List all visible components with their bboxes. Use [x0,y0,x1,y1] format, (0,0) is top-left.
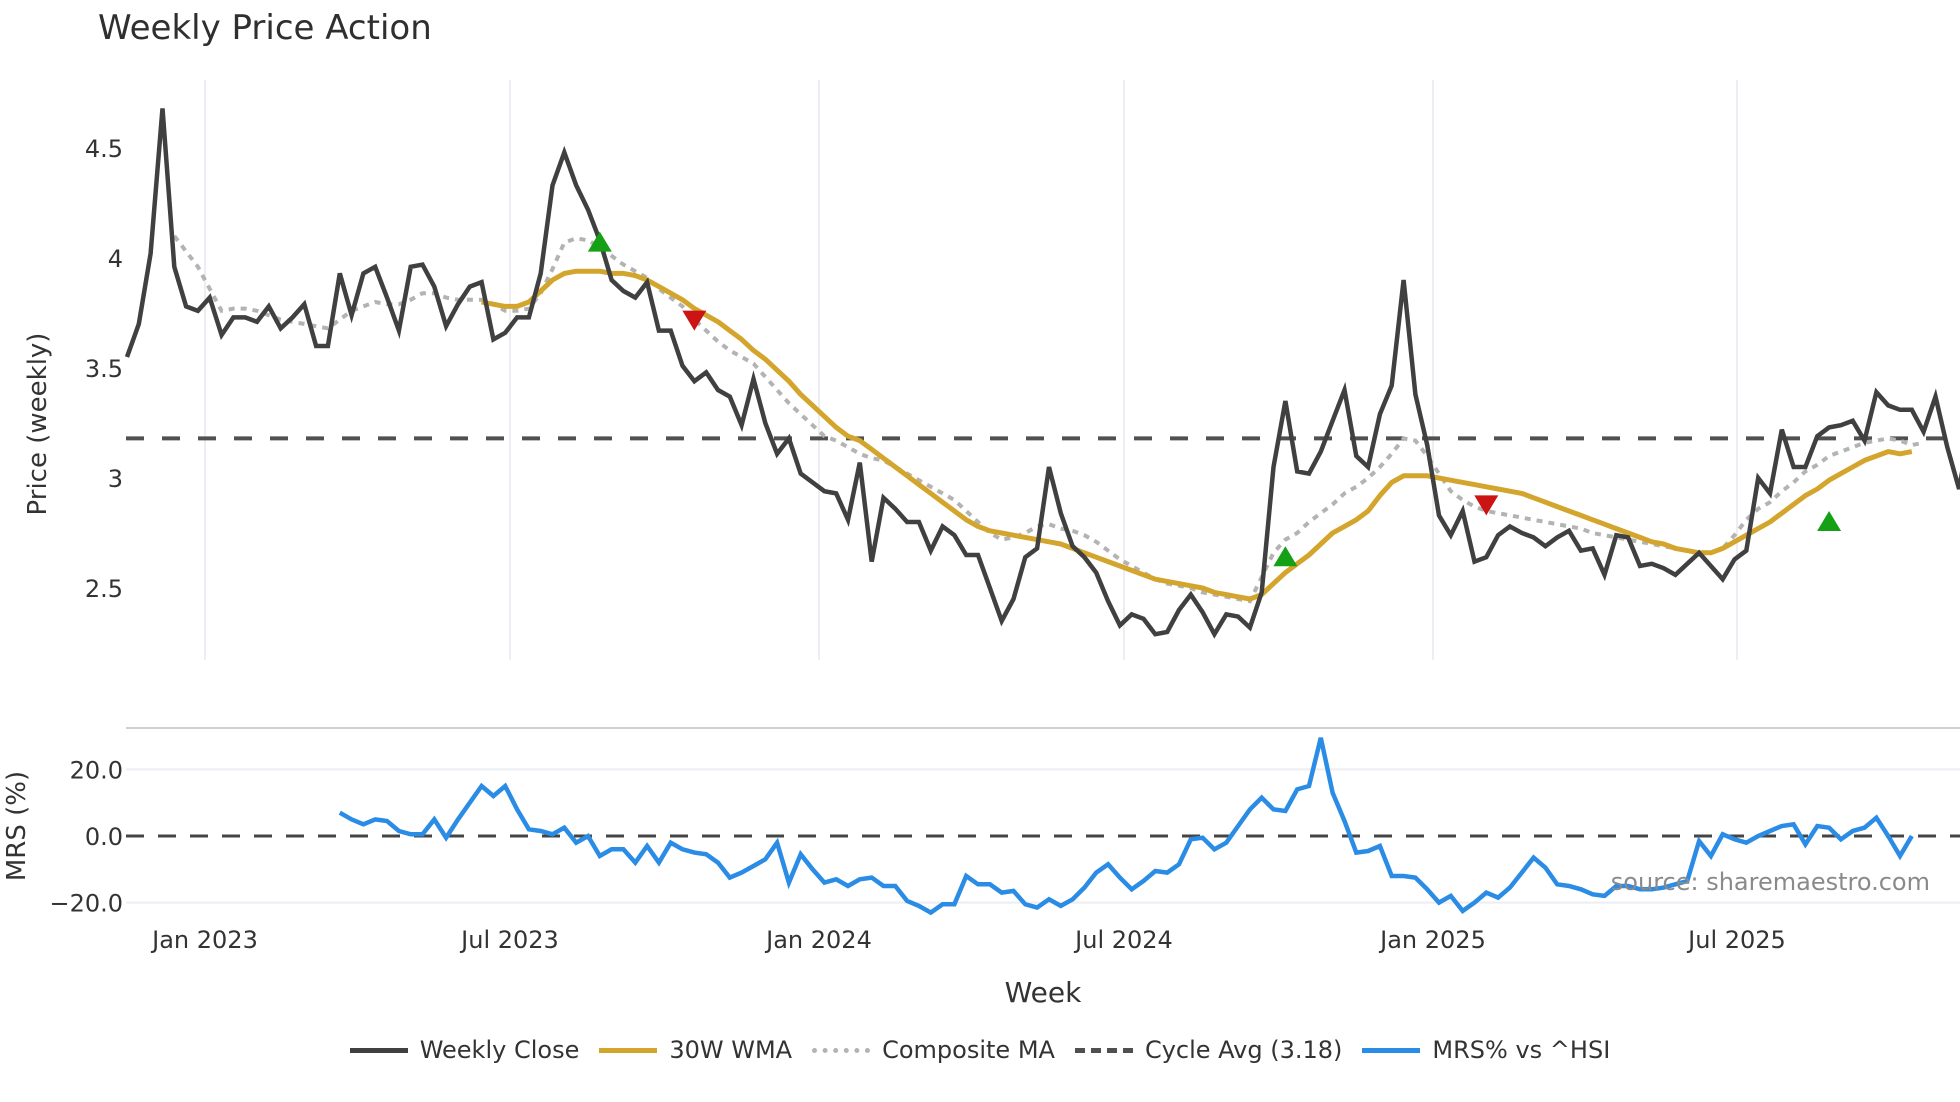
price-tick-label: 3.5 [85,355,123,383]
legend-label: MRS% vs ^HSI [1432,1036,1611,1064]
mrs-tick-label: 20.0 [70,756,123,784]
price-y-axis-label: Price (weekly) [23,333,53,516]
x-tick-label: Jan 2023 [150,926,258,954]
legend-item-composite-ma[interactable]: Composite MA [812,1036,1055,1064]
legend-item-wma[interactable]: 30W WMA [599,1036,792,1064]
mrs-tick-label: −20.0 [49,890,123,918]
price-tick-label: 4 [108,245,123,273]
wma-line [481,268,1913,602]
legend-item-mrs[interactable]: MRS% vs ^HSI [1362,1036,1610,1064]
legend-label: Composite MA [882,1036,1055,1064]
x-tick-label: Jan 2024 [764,926,872,954]
legend-item-weekly-close[interactable]: Weekly Close [349,1036,580,1064]
signal-markers [587,231,1842,567]
legend-label: Cycle Avg (3.18) [1144,1036,1343,1064]
legend-swatch-cycle-avg [1074,1047,1133,1053]
mrs-y-axis: −20.0 0.0 20.0 [49,756,123,917]
price-tick-label: 4.5 [85,135,123,163]
chart-title: Weekly Price Action [98,8,432,48]
price-tick-label: 3 [108,465,123,493]
x-tick-label: Jul 2024 [1073,926,1173,954]
price-y-axis: 2.5 3 3.5 4 4.5 [85,135,123,603]
mrs-series [126,737,1960,916]
buy-signal-triangle-up-icon [1817,511,1842,531]
legend-label: 30W WMA [669,1036,793,1064]
mrs-line [338,737,1914,916]
sell-signal-triangle-down-icon [1474,495,1499,516]
legend-swatch-wma [599,1047,658,1053]
x-axis-label: Week [1005,976,1082,1009]
buy-signal-triangle-up-icon [587,231,612,252]
mrs-y-axis-label: MRS (%) [2,771,32,881]
price-gridlines [204,80,1738,660]
mrs-tick-label: 0.0 [85,823,123,851]
legend-swatch-weekly-close [349,1047,408,1053]
buy-signal-triangle-up-icon [1273,546,1298,567]
x-axis: Jan 2023 Jul 2023 Jan 2024 Jul 2024 Jan 2025… [150,926,1786,954]
price-series [124,108,1960,639]
x-tick-label: Jan 2025 [1378,926,1486,954]
x-tick-label: Jul 2023 [459,926,559,954]
price-tick-label: 2.5 [85,575,123,603]
sell-signal-triangle-down-icon [682,310,707,331]
legend: Weekly Close 30W WMA Composite MA Cycle … [0,1036,1960,1064]
weekly-close-line [124,108,1960,639]
source-attribution: source: sharemaestro.com [1611,868,1930,896]
composite-ma-line [172,234,1924,604]
legend-swatch-composite-ma [812,1047,871,1053]
legend-item-cycle-avg[interactable]: Cycle Avg (3.18) [1074,1036,1343,1064]
x-tick-label: Jul 2025 [1686,926,1786,954]
legend-label: Weekly Close [419,1036,580,1064]
legend-swatch-mrs [1362,1047,1421,1053]
